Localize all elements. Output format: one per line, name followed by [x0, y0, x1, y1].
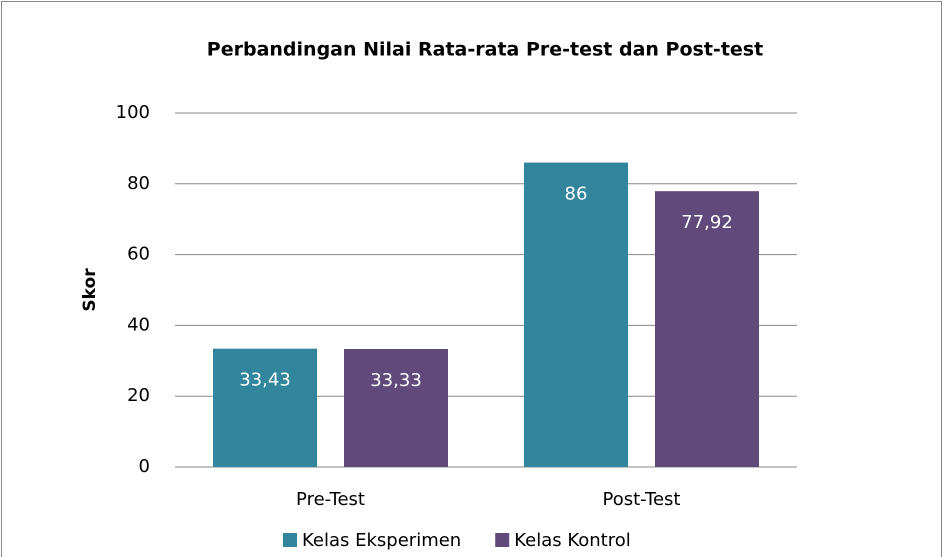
bar: [655, 191, 759, 467]
legend-label: Kelas Kontrol: [514, 530, 631, 551]
x-tick-label: Post-Test: [603, 489, 681, 510]
chart-title: Perbandingan Nilai Rata-rata Pre-test da…: [207, 39, 763, 61]
y-tick-label: 100: [116, 102, 150, 123]
y-tick-label: 40: [127, 314, 150, 335]
data-label: 77,92: [681, 212, 733, 233]
data-label: 86: [565, 184, 588, 205]
bar: [524, 162, 628, 467]
data-label: 33,43: [239, 370, 291, 391]
bar: [344, 349, 448, 467]
bar: [213, 348, 317, 467]
y-tick-label: 20: [127, 385, 150, 406]
x-tick-label: Pre-Test: [296, 489, 365, 510]
y-axis-label: Skor: [80, 268, 100, 312]
y-tick-label: 80: [127, 173, 150, 194]
y-tick-label: 0: [139, 456, 150, 477]
data-label: 33,33: [370, 370, 422, 391]
legend-swatch: [283, 533, 297, 547]
legend-swatch: [495, 533, 510, 547]
y-tick-label: 60: [127, 244, 150, 265]
legend-label: Kelas Eksperimen: [302, 530, 461, 551]
